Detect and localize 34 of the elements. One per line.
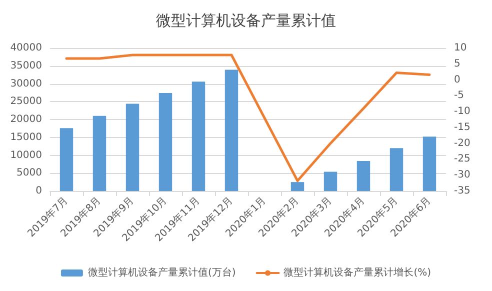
y2-tick-label: 5 [454, 58, 460, 70]
y-tick-label: 30000 [10, 78, 42, 90]
y-tick-label: 15000 [10, 132, 42, 143]
legend-label: 微型计算机设备产量累计值(万台) [88, 266, 236, 278]
bar [422, 136, 436, 191]
bar [224, 70, 238, 191]
y-tick-label: 20000 [10, 114, 42, 125]
line-series [65, 54, 431, 182]
bar [290, 182, 304, 191]
bar [60, 128, 74, 191]
bar [158, 93, 172, 191]
bar [356, 160, 370, 191]
bar [324, 172, 338, 191]
y-tick-label: 35000 [10, 60, 42, 72]
y-tick-label: 0 [36, 186, 42, 196]
y-tick-label: 10000 [10, 150, 42, 161]
legend-label: 微型计算机设备产量累计增长(%) [284, 266, 432, 278]
y2-tick-label: -30 [454, 170, 470, 181]
bar [92, 116, 106, 191]
y2-tick-label: -15 [454, 122, 470, 133]
y-tick-label: 5000 [16, 168, 42, 179]
y2-tick-label: -20 [454, 138, 470, 149]
chart-title: 微型计算机设备产量累计值 [156, 12, 336, 30]
y-tick-label: 40000 [10, 42, 42, 54]
y2-tick-label: -5 [454, 90, 464, 102]
y2-tick-label: -25 [454, 154, 470, 165]
bar [126, 104, 140, 191]
y-tick-label: 25000 [10, 96, 42, 108]
y2-tick-label: 10 [454, 42, 467, 54]
bar [390, 148, 404, 191]
y2-tick-label: -35 [454, 186, 470, 196]
bar [192, 82, 206, 191]
y2-tick-label: -10 [454, 106, 470, 118]
y2-tick-label: 0 [454, 74, 460, 86]
